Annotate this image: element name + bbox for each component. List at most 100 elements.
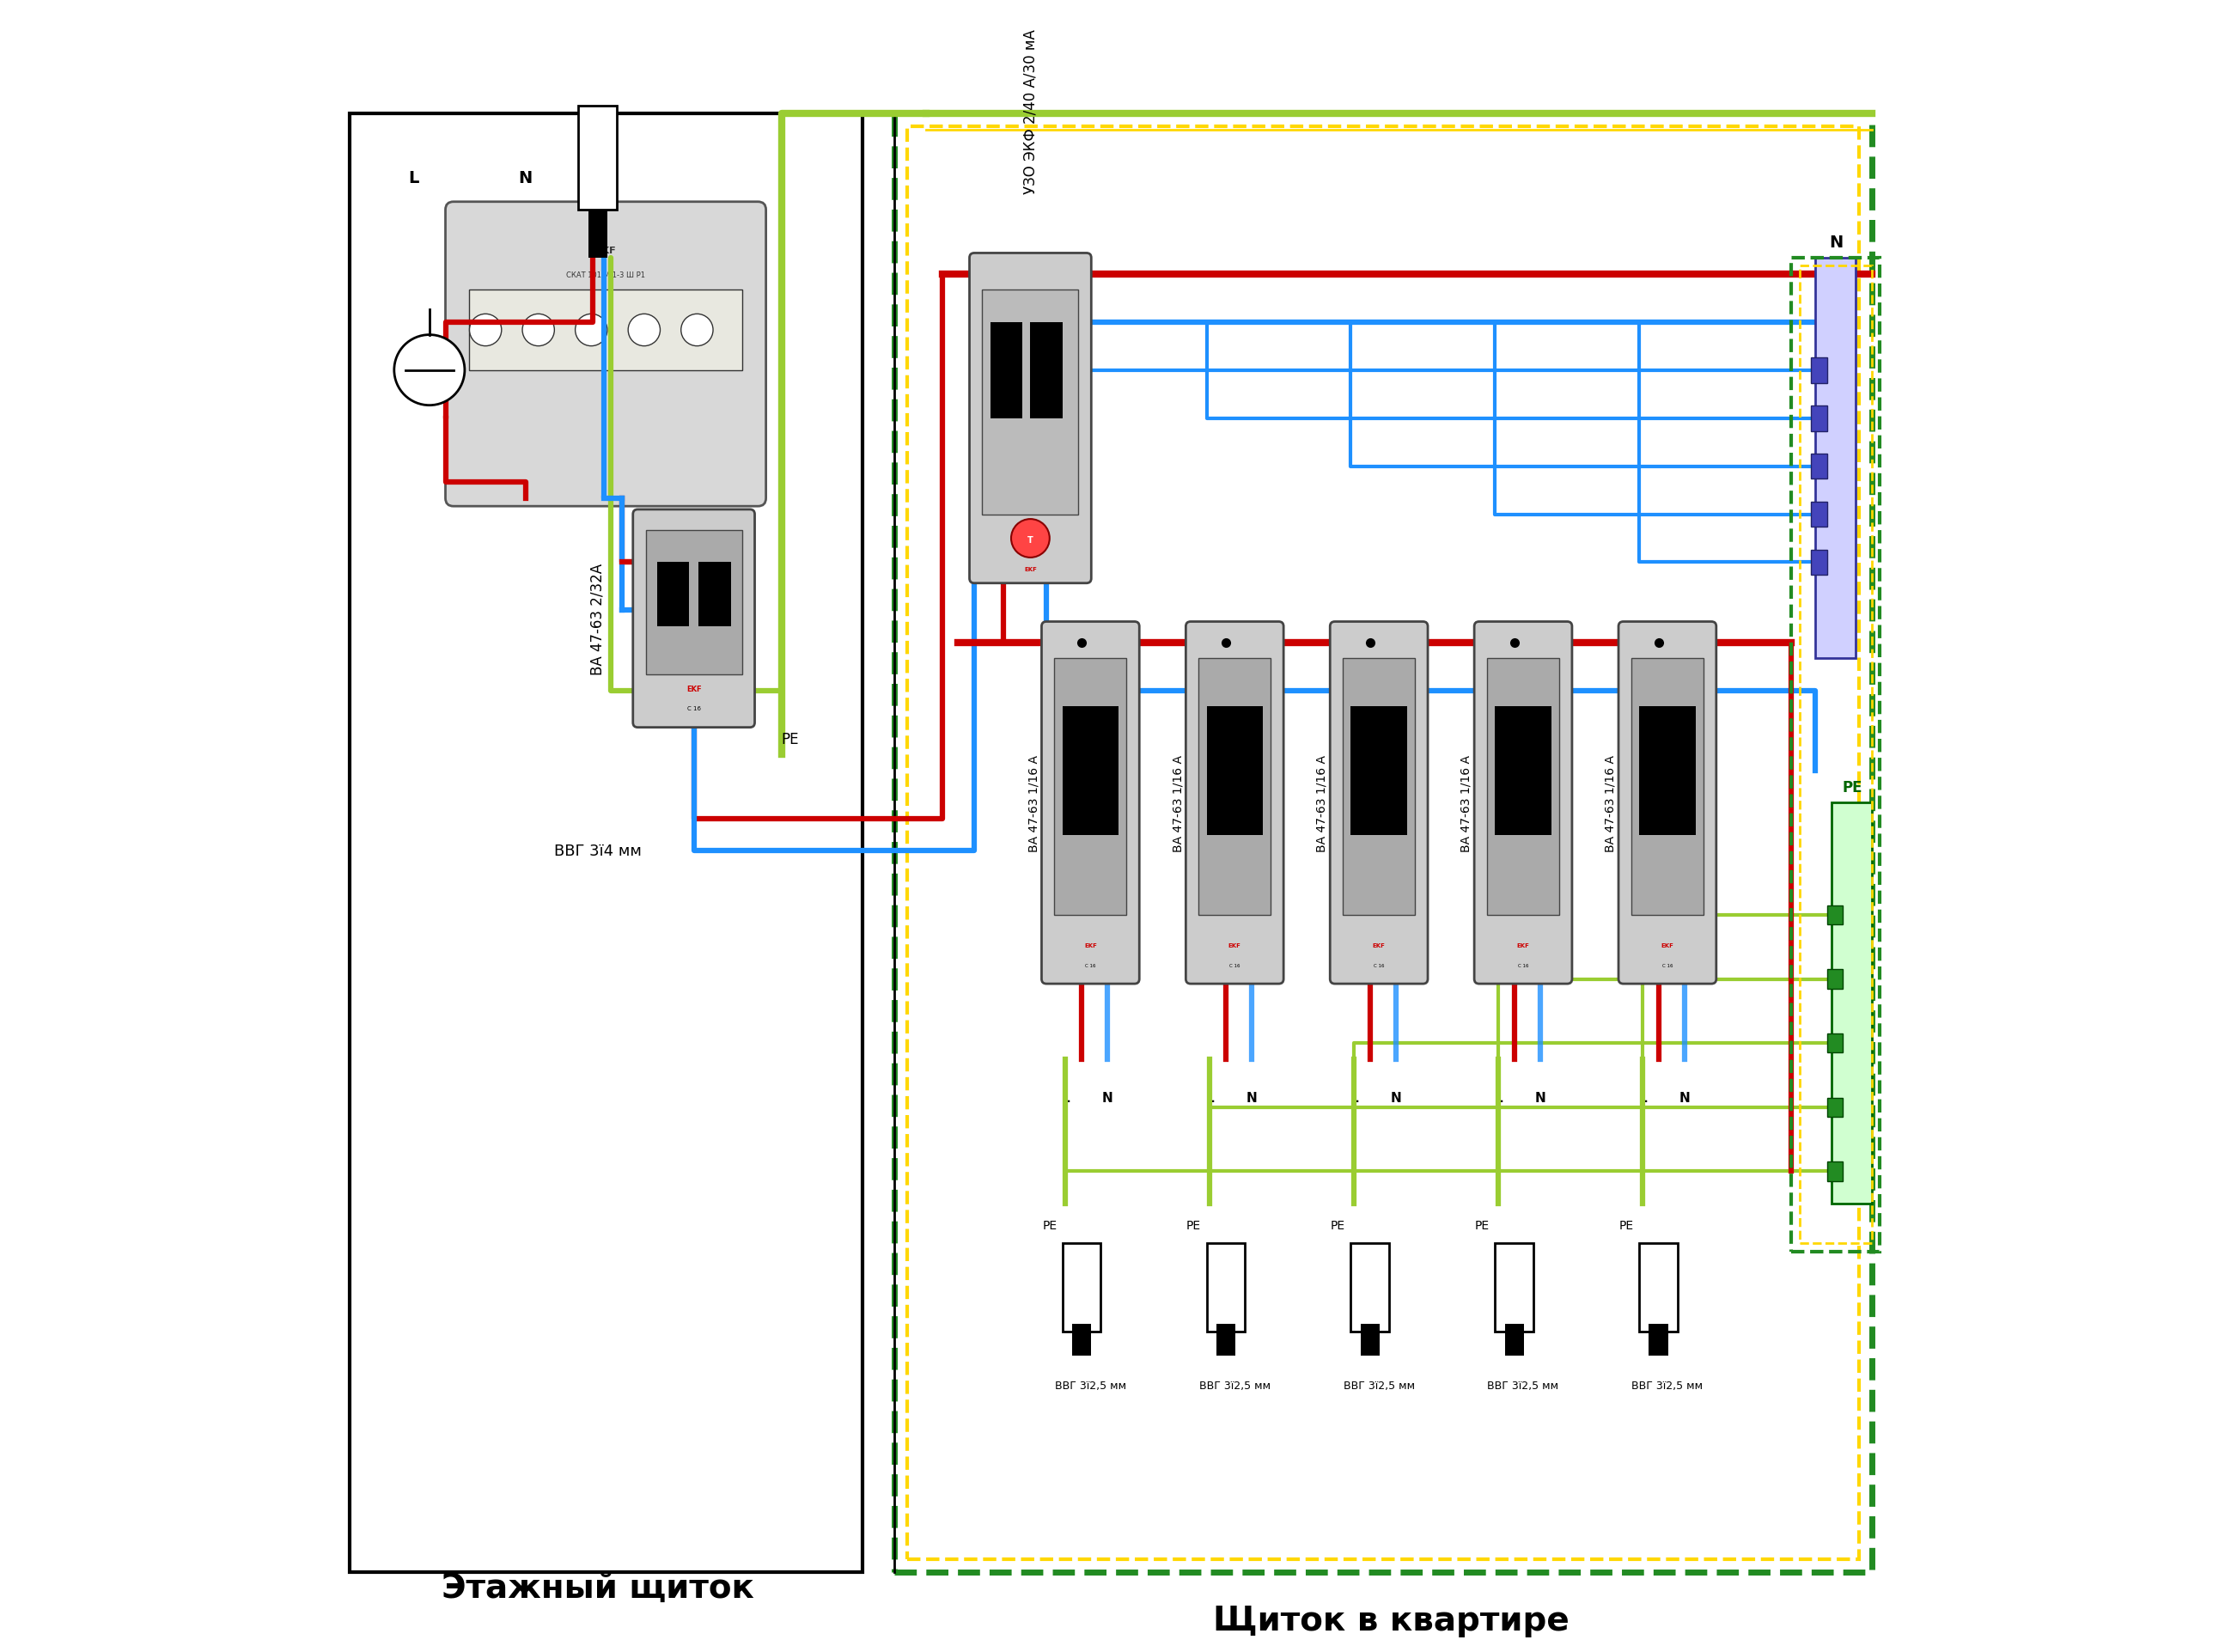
Text: C 16: C 16 bbox=[1517, 963, 1528, 968]
Bar bbox=[1810, 454, 1828, 479]
Text: EKF: EKF bbox=[1374, 943, 1385, 948]
Bar bbox=[1832, 803, 1872, 1204]
Text: ВА 47-63 1/16 А: ВА 47-63 1/16 А bbox=[1172, 755, 1183, 851]
Text: N: N bbox=[1830, 235, 1843, 251]
Text: T: T bbox=[1027, 537, 1033, 545]
Text: PE: PE bbox=[781, 732, 799, 747]
Bar bbox=[579, 106, 617, 210]
Text: ВВГ 3ї2,5 мм: ВВГ 3ї2,5 мм bbox=[1199, 1379, 1271, 1391]
Circle shape bbox=[629, 314, 660, 347]
Bar bbox=[349, 114, 861, 1573]
Text: L: L bbox=[1206, 1092, 1215, 1104]
FancyBboxPatch shape bbox=[1331, 623, 1427, 985]
FancyBboxPatch shape bbox=[969, 254, 1092, 583]
Circle shape bbox=[575, 314, 606, 347]
Text: EKF: EKF bbox=[1517, 943, 1530, 948]
Text: L: L bbox=[407, 170, 418, 187]
FancyBboxPatch shape bbox=[1186, 623, 1284, 985]
Text: ВВГ 3ї2,5 мм: ВВГ 3ї2,5 мм bbox=[1342, 1379, 1414, 1391]
Bar bbox=[1810, 358, 1828, 383]
Text: Щиток в квартире: Щиток в квартире bbox=[1212, 1604, 1568, 1635]
Text: C 16: C 16 bbox=[1662, 963, 1673, 968]
Circle shape bbox=[470, 314, 501, 347]
Text: PE: PE bbox=[1474, 1219, 1490, 1231]
Bar bbox=[1206, 707, 1262, 836]
Bar bbox=[906, 127, 1859, 1559]
Bar bbox=[1494, 707, 1550, 836]
FancyBboxPatch shape bbox=[633, 510, 754, 729]
Bar bbox=[1488, 659, 1559, 915]
FancyBboxPatch shape bbox=[445, 203, 765, 507]
Bar bbox=[646, 530, 743, 676]
Bar bbox=[1072, 1323, 1092, 1356]
Bar bbox=[1199, 659, 1271, 915]
Text: N: N bbox=[519, 170, 532, 187]
Text: C 16: C 16 bbox=[1085, 963, 1096, 968]
Text: EKF: EKF bbox=[1228, 943, 1242, 948]
Bar bbox=[588, 210, 606, 258]
Text: C 16: C 16 bbox=[1230, 963, 1239, 968]
Circle shape bbox=[523, 314, 555, 347]
Text: N: N bbox=[1246, 1092, 1257, 1104]
Text: PE: PE bbox=[1620, 1219, 1633, 1231]
Text: ВВГ 3ї2,5 мм: ВВГ 3ї2,5 мм bbox=[1056, 1379, 1125, 1391]
FancyBboxPatch shape bbox=[1474, 623, 1573, 985]
Text: ВА 47-63 1/16 А: ВА 47-63 1/16 А bbox=[1461, 755, 1472, 851]
Bar bbox=[1342, 659, 1416, 915]
Text: L: L bbox=[1637, 1092, 1646, 1104]
Text: ВА 47-63 2/32А: ВА 47-63 2/32А bbox=[591, 563, 606, 674]
Bar bbox=[1360, 1323, 1380, 1356]
Bar bbox=[1217, 1323, 1235, 1356]
Text: PE: PE bbox=[1843, 780, 1863, 795]
Bar bbox=[1351, 1244, 1389, 1332]
Bar bbox=[1810, 406, 1828, 431]
Text: Этажный щиток: Этажный щиток bbox=[441, 1571, 754, 1604]
Text: L: L bbox=[1494, 1092, 1503, 1104]
Bar bbox=[1640, 1244, 1678, 1332]
Bar bbox=[1828, 1099, 1843, 1117]
Text: PE: PE bbox=[1186, 1219, 1201, 1231]
Bar bbox=[1631, 659, 1702, 915]
Text: PE: PE bbox=[1042, 1219, 1056, 1231]
Bar bbox=[1828, 905, 1843, 925]
Bar bbox=[1063, 707, 1118, 836]
Text: EKF: EKF bbox=[595, 246, 615, 254]
Bar bbox=[1810, 550, 1828, 575]
Circle shape bbox=[394, 335, 465, 406]
Text: ВА 47-63 1/16 А: ВА 47-63 1/16 А bbox=[1027, 755, 1040, 851]
FancyBboxPatch shape bbox=[1620, 623, 1716, 985]
Text: EKF: EKF bbox=[1662, 943, 1673, 948]
Text: ВА 47-63 1/16 А: ВА 47-63 1/16 А bbox=[1315, 755, 1329, 851]
Bar bbox=[470, 291, 743, 370]
Bar bbox=[1828, 970, 1843, 990]
Bar bbox=[1506, 1323, 1523, 1356]
Text: N: N bbox=[1389, 1092, 1400, 1104]
FancyBboxPatch shape bbox=[1042, 623, 1139, 985]
Bar bbox=[1810, 502, 1828, 527]
Text: L: L bbox=[1349, 1092, 1358, 1104]
Bar bbox=[1640, 707, 1696, 836]
Circle shape bbox=[1011, 520, 1049, 558]
Circle shape bbox=[680, 314, 714, 347]
Bar bbox=[658, 563, 689, 626]
Bar bbox=[895, 114, 1872, 1573]
Text: ВВГ 3ї2,5 мм: ВВГ 3ї2,5 мм bbox=[1488, 1379, 1559, 1391]
Bar bbox=[991, 322, 1022, 418]
Bar bbox=[1649, 1323, 1669, 1356]
Text: C 16: C 16 bbox=[1374, 963, 1385, 968]
Bar bbox=[1816, 258, 1857, 659]
Text: ВВГ 3ї2,5 мм: ВВГ 3ї2,5 мм bbox=[1631, 1379, 1702, 1391]
Text: EKF: EKF bbox=[1085, 943, 1096, 948]
Text: СКАТ 101 М/1-3 Ш Р1: СКАТ 101 М/1-3 Ш Р1 bbox=[566, 271, 644, 279]
Bar bbox=[1054, 659, 1127, 915]
Text: ВВГ 3ї4 мм: ВВГ 3ї4 мм bbox=[555, 844, 642, 859]
Bar bbox=[1494, 1244, 1535, 1332]
Text: EKF: EKF bbox=[687, 686, 702, 692]
Bar bbox=[1828, 1161, 1843, 1181]
Bar bbox=[1206, 1244, 1246, 1332]
Text: ВА 47-63 1/16 А: ВА 47-63 1/16 А bbox=[1604, 755, 1617, 851]
Text: N: N bbox=[1535, 1092, 1546, 1104]
Bar bbox=[1351, 707, 1407, 836]
Text: PE: PE bbox=[1331, 1219, 1344, 1231]
Bar bbox=[1799, 266, 1872, 1244]
